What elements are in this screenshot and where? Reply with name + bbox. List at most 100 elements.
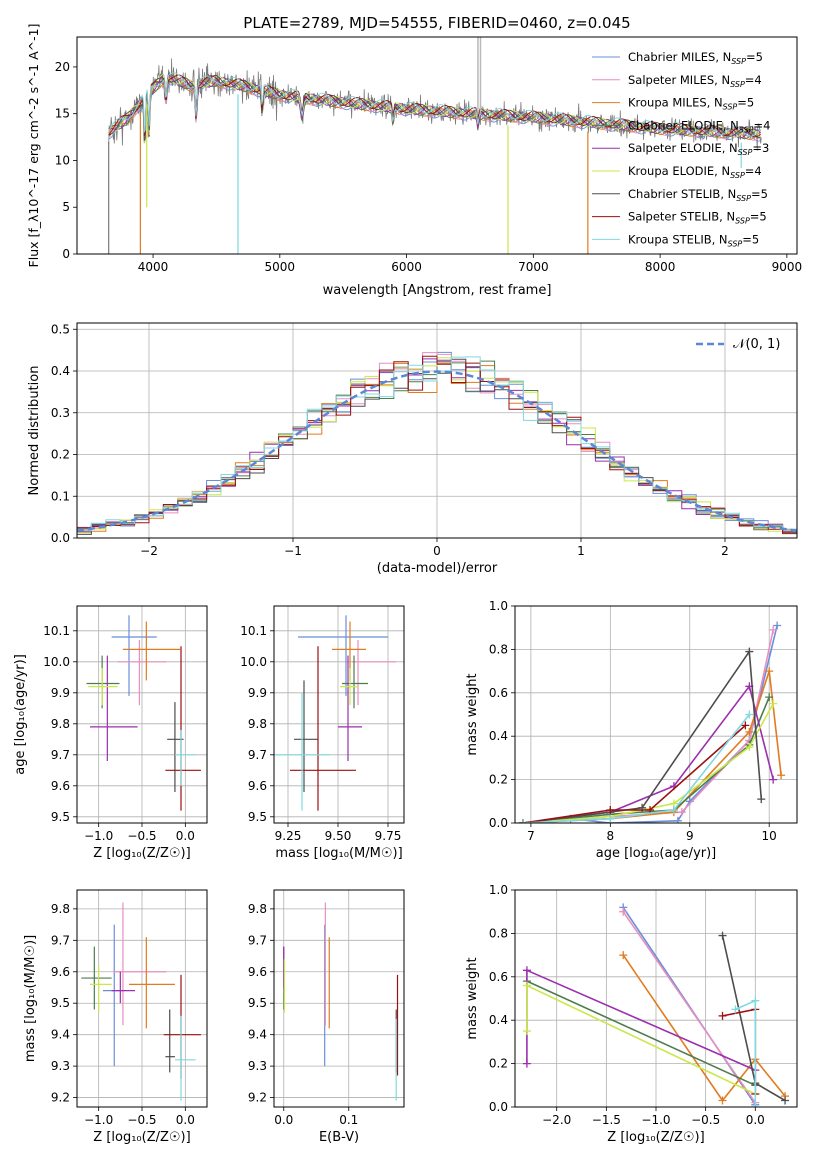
weight-marker-kroupa_stelib: [669, 805, 678, 814]
weight-marker-salpeter_stelib: [741, 721, 750, 730]
weight-marker-kroupa_elodie: [769, 699, 778, 708]
weight-marker-kroupa_miles: [765, 667, 774, 676]
weight_vs_z-ytick-label: 1.0: [489, 883, 508, 897]
mass_vs_ebv-frame: [273, 889, 405, 1108]
mass_vs_ebv-ytick-label: 9.8: [248, 902, 267, 916]
mass_vs_z-xtick-label: 0.0: [176, 1113, 195, 1127]
weight-line-kroupa_stelib: [522, 714, 750, 823]
weight-marker-kroupa_elodie: [745, 743, 754, 752]
mass_vs_z-xtick-label: −0.5: [127, 1113, 156, 1127]
age_vs_mass-xlabel: mass [log₁₀(M/M☉)]: [275, 846, 402, 861]
weight-marker-salpeter_miles: [769, 625, 778, 634]
mass_vs_ebv-ytick-label: 9.4: [248, 1028, 267, 1042]
legend-label-sub: SSP: [736, 194, 751, 203]
weight-marker-salpeter_stelib: [718, 1011, 727, 1020]
mass_vs_z-ytick-label: 9.5: [51, 996, 70, 1010]
spectrum-xtick-label: 9000: [772, 260, 803, 274]
age_vs_mass-ytick-label: 9.8: [248, 717, 267, 731]
age_vs_mass-plot-area: [274, 606, 404, 823]
weight-line-chabrier_stelib: [522, 649, 763, 823]
age_vs_z-xtick-label: −0.5: [127, 829, 156, 843]
mass_vs_z-ytick-label: 9.6: [51, 965, 70, 979]
legend-label-sub: SSP: [738, 148, 753, 157]
spectrum-model-kroupa_stelib: [108, 72, 762, 137]
weight-marker-kroupa_miles: [619, 951, 628, 960]
mass_vs_ebv-xtick-label: 0.0: [274, 1113, 293, 1127]
age_vs_mass-xtick-label: 9.50: [325, 829, 352, 843]
weight-marker-kroupa_stelib: [751, 1103, 760, 1107]
legend-label-kroupa_stelib: Kroupa STELIB, NSSP=5: [628, 232, 759, 248]
legend-label-suffix: =3: [752, 141, 769, 155]
age_vs_z-ytick-label: 9.8: [51, 717, 70, 731]
weight_vs_age-ytick-label: 1.0: [489, 599, 508, 613]
weight-marker-salpeter_elodie: [522, 966, 531, 975]
residuals-xtick-label: 0: [433, 544, 441, 558]
spectrum-xtick-label: 8000: [645, 260, 676, 274]
mass_vs_z-ytick-label: 9.2: [51, 1091, 70, 1105]
weight_vs_z-plot-area: [515, 890, 797, 1107]
residuals-ytick-label: 0.2: [51, 448, 70, 462]
weight-line-chabrier_stelib: [721, 935, 786, 1102]
weight_vs_age-xtick-label: 10: [762, 829, 777, 843]
weight_vs_z-ytick-label: 0.0: [489, 1100, 508, 1114]
age_vs_z-plot-area: [77, 606, 207, 823]
weight-marker-kroupa_miles: [745, 727, 754, 736]
mass_vs_z-xlabel: Z [log₁₀(Z/Z☉)]: [93, 1130, 190, 1145]
mass_vs_z-plot-area: [77, 890, 207, 1107]
residuals-xtick-label: 1: [577, 544, 585, 558]
mass_vs_ebv-ytick-label: 9.7: [248, 933, 267, 947]
weight-marker-kroupa_miles: [718, 1096, 727, 1105]
legend-label-sub: SSP: [731, 57, 746, 66]
legend-label-chabrier_elodie: Chabrier ELODIE, NSSP=4: [628, 118, 770, 134]
weight-marker-chabrier_miles: [673, 816, 682, 823]
weight-marker-kroupa_stelib: [751, 996, 760, 1005]
weight_vs_z-ytick-label: 0.4: [489, 1013, 508, 1027]
residuals-ytick-label: 0.3: [51, 406, 70, 420]
weight-line-kroupa_miles: [622, 954, 786, 1102]
spectrum-model-chabrier_miles: [108, 78, 761, 144]
legend-label-main: Chabrier STELIB, N: [628, 187, 736, 201]
weight-line-salpeter_miles: [622, 911, 756, 1104]
legend-label-main: Chabrier MILES, N: [628, 50, 731, 64]
legend-label-main: Salpeter ELODIE, N: [628, 141, 738, 155]
legend-label-salpeter_elodie: Salpeter ELODIE, NSSP=3: [628, 141, 769, 157]
age_vs_z-ytick-label: 9.6: [51, 779, 70, 793]
mass_vs_z-ytick-label: 9.7: [51, 933, 70, 947]
spectrum-ytick-label: 0: [62, 247, 70, 261]
age_vs_z-ytick-label: 9.5: [51, 810, 70, 824]
spectrum-xtick-label: 7000: [518, 260, 549, 274]
spectrum-xlabel: wavelength [Angstrom, rest frame]: [323, 283, 552, 298]
age_vs_z-frame: [76, 605, 208, 824]
legend-label-kroupa_miles: Kroupa MILES, NSSP=5: [628, 96, 754, 112]
spectrum-ytick-label: 5: [62, 200, 70, 214]
legend-label-salpeter_stelib: Salpeter STELIB, NSSP=5: [628, 210, 767, 226]
weight_vs_z-xtick-label: −0.5: [691, 1113, 720, 1127]
residuals-ytick-label: 0.5: [51, 322, 70, 336]
residuals-ylabel: Normed distribution: [27, 366, 42, 496]
residuals-xtick-label: 2: [721, 544, 729, 558]
weight-marker-kroupa_stelib: [731, 1005, 740, 1014]
mass_vs_ebv-ytick-label: 9.6: [248, 965, 267, 979]
weight-line-salpeter_stelib: [522, 724, 746, 823]
weight-line-salpeter_miles: [522, 629, 774, 823]
mass_vs_z-ytick-label: 9.4: [51, 1028, 70, 1042]
weight-marker-chabrier_miles: [773, 621, 782, 630]
weight-marker-chabrier_stelib: [745, 647, 754, 656]
age_vs_z-xlabel: Z [log₁₀(Z/Z☉)]: [93, 846, 190, 861]
spectrum-title: PLATE=2789, MJD=54555, FIBERID=0460, z=0…: [243, 14, 630, 32]
weight_vs_age-xtick-label: 9: [686, 829, 694, 843]
mass_vs_z-ylabel: mass [log₁₀(M/M☉)]: [23, 935, 38, 1062]
legend-label-sub: SSP: [723, 103, 738, 112]
age_vs_mass-xtick-label: 9.75: [375, 829, 402, 843]
weight-line-chabrier_elodie: [526, 980, 756, 1087]
mass_vs_z-frame: [76, 889, 208, 1108]
weight_vs_age-xtick-label: 8: [607, 829, 615, 843]
weight-line-chabrier_miles: [522, 625, 778, 823]
age_vs_z-ytick-label: 9.7: [51, 748, 70, 762]
legend-label-salpeter_miles: Salpeter MILES, NSSP=4: [628, 73, 762, 89]
residuals-ytick-label: 0.0: [51, 531, 70, 545]
age_vs_mass-ytick-label: 9.9: [248, 686, 267, 700]
weight-line-kroupa_elodie: [522, 703, 774, 823]
residuals-xlabel: (data-model)/error: [377, 561, 498, 576]
